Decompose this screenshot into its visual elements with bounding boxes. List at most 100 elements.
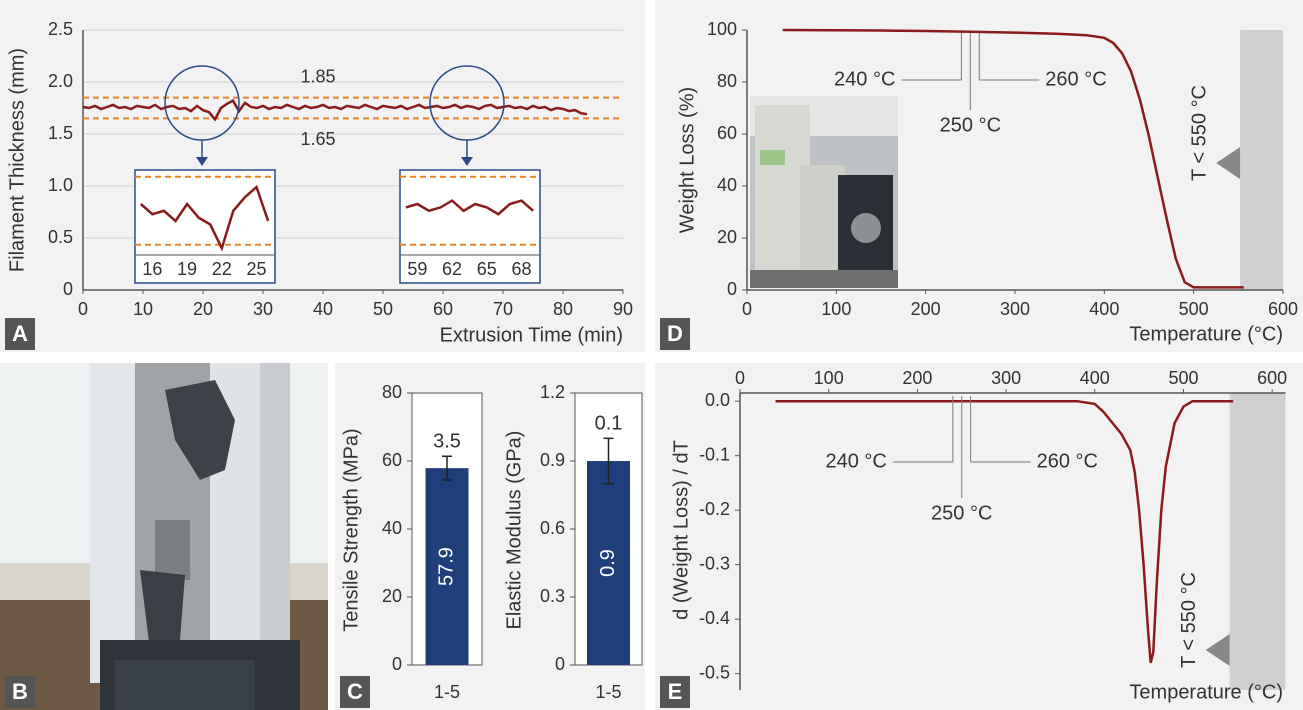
limit-label: 1.65 bbox=[300, 129, 335, 149]
x-tick-label: 70 bbox=[493, 299, 513, 319]
inset-x-tick-label: 59 bbox=[407, 259, 427, 279]
highlight-arrowhead bbox=[196, 157, 208, 166]
panel-letter: A bbox=[12, 321, 28, 346]
x-axis-label: Temperature (°C) bbox=[1129, 681, 1283, 703]
shade-marker bbox=[1216, 147, 1241, 179]
x-tick-label: 40 bbox=[313, 299, 333, 319]
data-line bbox=[782, 28, 1244, 289]
panel-letter-bg bbox=[340, 676, 370, 708]
x-tick-label: 50 bbox=[373, 299, 393, 319]
panel-bg bbox=[655, 363, 1303, 710]
annotation-label: 240 °C bbox=[826, 450, 887, 472]
x-axis-label: Extrusion Time (min) bbox=[440, 324, 623, 346]
inset-x-tick-label: 22 bbox=[212, 259, 232, 279]
inset-x-tick-label: 19 bbox=[177, 259, 197, 279]
annotation-label: 260 °C bbox=[1037, 450, 1098, 472]
x-tick-label: 400 bbox=[1080, 368, 1110, 388]
x-tick-label: 1-5 bbox=[434, 682, 460, 702]
y-tick-label: 60 bbox=[717, 123, 737, 143]
x-tick-label: 0 bbox=[735, 368, 745, 388]
data-line bbox=[775, 399, 1234, 664]
annotation-label: 250 °C bbox=[940, 114, 1001, 136]
y-tick-label: -0.5 bbox=[699, 662, 730, 682]
x-tick-label: 0 bbox=[78, 299, 88, 319]
value-label: 57.9 bbox=[435, 547, 457, 586]
bar bbox=[587, 461, 630, 665]
shade-region bbox=[1229, 393, 1286, 690]
y-tick-label: 2.0 bbox=[48, 71, 73, 91]
annotation-label: 240 °C bbox=[834, 68, 895, 90]
bar bbox=[425, 468, 469, 665]
panel-letter-bg bbox=[660, 318, 690, 350]
shade-region bbox=[1240, 30, 1283, 290]
x-tick-label: 600 bbox=[1257, 368, 1287, 388]
x-tick-label: 10 bbox=[133, 299, 153, 319]
y-tick-label: 60 bbox=[382, 450, 402, 470]
shade-label: T < 550 °C bbox=[1178, 572, 1200, 668]
x-tick-label: 200 bbox=[911, 299, 941, 319]
y-axis-label: d (Weight Loss) / dT bbox=[670, 440, 692, 620]
y-tick-label: 80 bbox=[382, 382, 402, 402]
y-tick-label: 1.0 bbox=[48, 175, 73, 195]
photo-tga bbox=[750, 96, 898, 288]
panel-letter-bg bbox=[5, 318, 35, 350]
y-axis-label: Elastic Modulus (GPa) bbox=[503, 431, 525, 630]
y-tick-label: 0.3 bbox=[540, 586, 565, 606]
panel-letter-bg bbox=[660, 676, 690, 708]
x-tick-label: 400 bbox=[1089, 299, 1119, 319]
y-tick-label: -0.1 bbox=[699, 444, 730, 464]
x-tick-label: 60 bbox=[433, 299, 453, 319]
x-tick-label: 100 bbox=[814, 368, 844, 388]
inset-x-tick-label: 68 bbox=[511, 259, 531, 279]
y-axis-label: Weight Loss (%) bbox=[676, 87, 698, 233]
y-tick-label: -0.3 bbox=[699, 553, 730, 573]
panel-letter: E bbox=[668, 679, 683, 704]
y-tick-label: -0.4 bbox=[699, 608, 730, 628]
x-tick-label: 300 bbox=[991, 368, 1021, 388]
x-tick-label: 80 bbox=[553, 299, 573, 319]
inset-x-tick-label: 25 bbox=[246, 259, 266, 279]
y-axis-label: Tensile Strength (MPa) bbox=[340, 428, 362, 631]
y-tick-label: 2.5 bbox=[48, 19, 73, 39]
panel-letter-bg bbox=[5, 676, 35, 708]
panel-letter: D bbox=[667, 321, 683, 346]
x-tick-label: 90 bbox=[613, 299, 633, 319]
inset-x-tick-label: 65 bbox=[477, 259, 497, 279]
x-tick-label: 300 bbox=[1000, 299, 1030, 319]
y-tick-label: 20 bbox=[382, 586, 402, 606]
x-tick-label: 1-5 bbox=[595, 682, 621, 702]
y-tick-label: 0 bbox=[63, 279, 73, 299]
annotation-label: 260 °C bbox=[1045, 68, 1106, 90]
y-tick-label: 20 bbox=[717, 227, 737, 247]
shade-marker bbox=[1205, 634, 1230, 666]
inset-line bbox=[405, 199, 534, 216]
y-tick-label: 40 bbox=[382, 518, 402, 538]
inset-frame bbox=[134, 169, 276, 284]
x-tick-label: 600 bbox=[1268, 299, 1298, 319]
y-tick-label: 0 bbox=[727, 279, 737, 299]
x-tick-label: 500 bbox=[1168, 368, 1198, 388]
value-label: 0.9 bbox=[597, 549, 619, 577]
y-tick-label: 0 bbox=[555, 654, 565, 674]
inset-x-tick-label: 16 bbox=[142, 259, 162, 279]
error-label: 0.1 bbox=[595, 413, 623, 435]
shade-label: T < 550 °C bbox=[1188, 85, 1210, 181]
y-tick-label: 1.5 bbox=[48, 123, 73, 143]
x-tick-label: 30 bbox=[253, 299, 273, 319]
panel-letter: C bbox=[347, 679, 363, 704]
y-tick-label: 40 bbox=[717, 175, 737, 195]
inset-frame bbox=[399, 169, 541, 284]
y-axis-label: Filament Thickness (mm) bbox=[6, 48, 28, 272]
annotation-label: 250 °C bbox=[931, 502, 992, 524]
y-tick-label: 80 bbox=[717, 71, 737, 91]
data-line bbox=[82, 99, 588, 122]
x-tick-label: 0 bbox=[742, 299, 752, 319]
x-tick-label: 20 bbox=[193, 299, 213, 319]
inset-line bbox=[139, 184, 270, 252]
error-label: 3.5 bbox=[433, 431, 461, 453]
x-tick-label: 100 bbox=[821, 299, 851, 319]
x-tick-label: 200 bbox=[902, 368, 932, 388]
highlight-arrowhead bbox=[461, 157, 473, 166]
x-axis-label: Temperature (°C) bbox=[1129, 323, 1283, 345]
